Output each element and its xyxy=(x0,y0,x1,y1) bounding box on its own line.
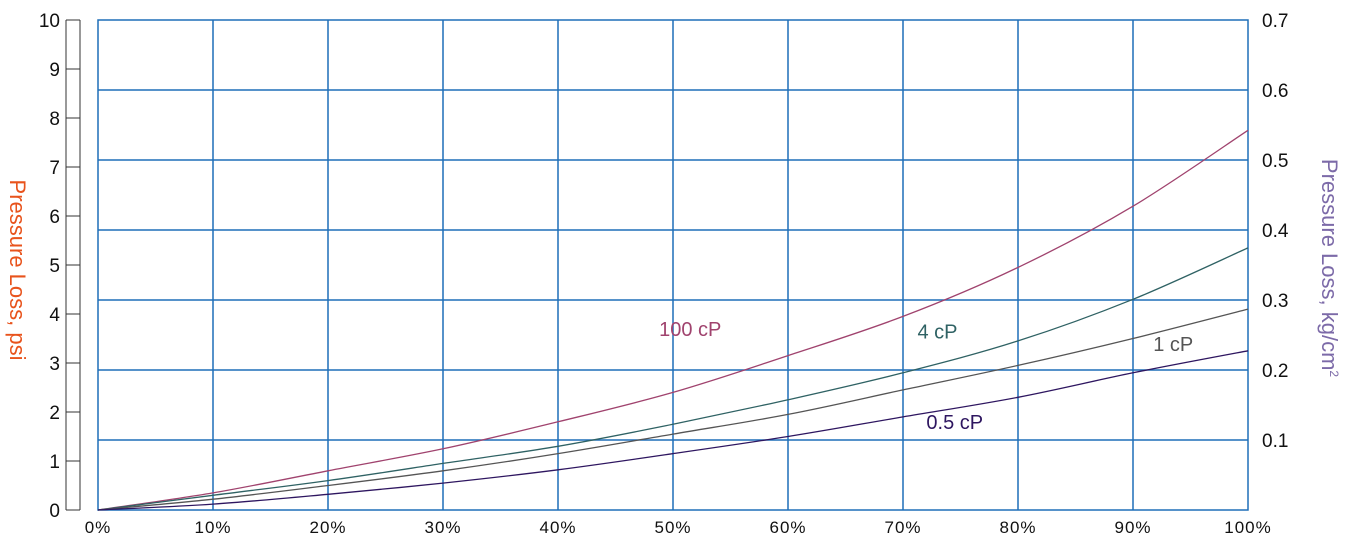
left-axis-tick-label: 4 xyxy=(49,305,60,326)
grid xyxy=(97,19,1249,511)
left-axis-tick-label: 9 xyxy=(49,60,60,81)
x-axis-tick-label: 90% xyxy=(1114,518,1151,537)
right-axis-tick-label: 0.4 xyxy=(1262,221,1289,242)
x-axis-tick-label: 40% xyxy=(539,518,576,537)
series-label: 1 cP xyxy=(1153,334,1193,356)
x-axis-tick-label: 60% xyxy=(769,518,806,537)
x-axis-tick-label: 50% xyxy=(654,518,691,537)
series-label: 0.5 cP xyxy=(926,412,983,434)
x-axis-tick-label: 80% xyxy=(999,518,1036,537)
right-axis-title: Pressure Loss, kg/cm2 xyxy=(1317,159,1342,378)
x-axis-tick-label: 0% xyxy=(85,518,112,537)
series-label: 4 cP xyxy=(917,322,957,344)
right-axis-tick-label: 0.6 xyxy=(1262,81,1288,102)
right-axis-tick-label: 0.7 xyxy=(1262,11,1288,32)
x-axis: 0% 10% 20% 30% 40% 50% 60% 70% 80% 90% 100% xyxy=(85,518,1271,537)
series-labels: 100 cP 4 cP 1 cP 0.5 cP xyxy=(659,319,1193,434)
right-axis-title-superscript: 2 xyxy=(1327,370,1341,377)
right-axis-tick-label: 0.2 xyxy=(1262,361,1288,382)
left-axis-tick-label: 8 xyxy=(49,109,60,130)
series-label: 100 cP xyxy=(659,319,721,341)
left-axis-tick-label: 0 xyxy=(49,501,60,522)
series-line-0-5-cp xyxy=(97,350,1249,511)
left-axis-title: Pressure Loss, psi xyxy=(5,180,30,361)
left-axis: 0 1 2 3 4 5 6 7 8 9 10 xyxy=(39,11,81,522)
x-axis-tick-label: 30% xyxy=(424,518,461,537)
right-axis: 0.1 0.2 0.3 0.4 0.5 0.6 0.7 xyxy=(1262,11,1289,452)
left-axis-tick-label: 3 xyxy=(49,354,60,375)
left-axis-tick-label: 5 xyxy=(49,256,60,277)
left-axis-tick-label: 7 xyxy=(49,158,60,179)
x-axis-tick-label: 100% xyxy=(1224,518,1271,537)
right-axis-tick-label: 0.3 xyxy=(1262,291,1288,312)
left-axis-tick-label: 1 xyxy=(49,452,60,473)
left-axis-tick-label: 6 xyxy=(49,207,60,228)
x-axis-tick-label: 20% xyxy=(309,518,346,537)
series-line-1-cp xyxy=(97,308,1249,511)
x-axis-tick-label: 10% xyxy=(194,518,231,537)
left-axis-tick-label: 10 xyxy=(39,11,60,32)
x-axis-tick-label: 70% xyxy=(884,518,921,537)
left-axis-tick-label: 2 xyxy=(49,403,60,424)
right-axis-tick-label: 0.1 xyxy=(1262,431,1288,452)
series-line-4-cp xyxy=(97,247,1249,511)
series-lines xyxy=(97,129,1249,511)
right-axis-title-text: Pressure Loss, kg/cm xyxy=(1317,159,1342,371)
series-line-100-cp xyxy=(97,129,1249,511)
right-axis-tick-label: 0.5 xyxy=(1262,151,1288,172)
